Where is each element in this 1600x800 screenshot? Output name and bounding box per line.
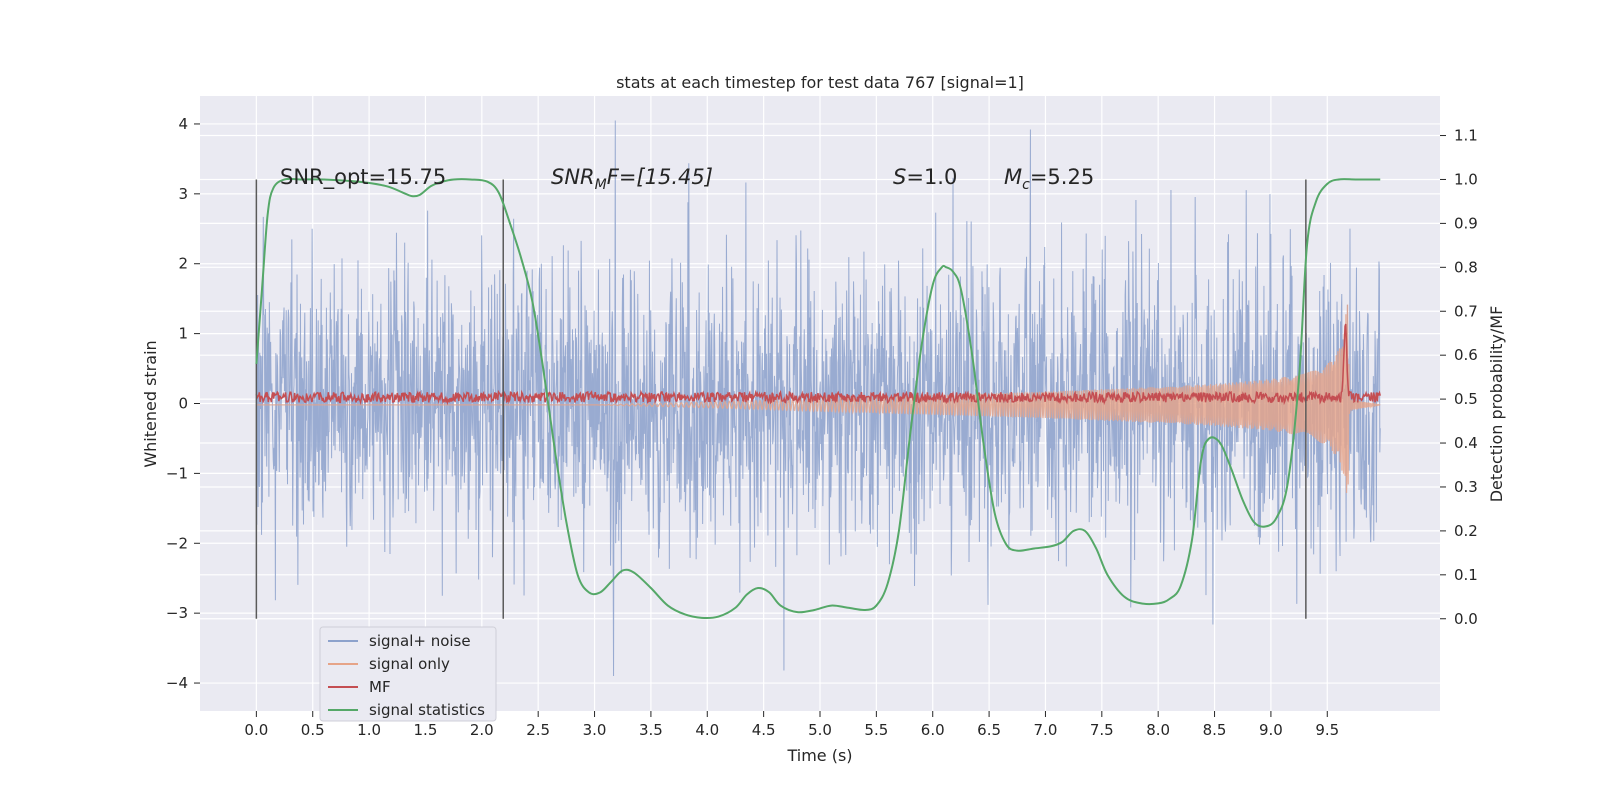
legend-label-signal-noise: signal+ noise bbox=[369, 632, 471, 650]
y2-tick-label: 0.8 bbox=[1454, 258, 1478, 276]
y-tick-label: 3 bbox=[178, 185, 188, 203]
annotation-mc-rest: =5.25 bbox=[1030, 165, 1094, 189]
y-tick-label: −1 bbox=[166, 464, 188, 482]
series-signal-noise bbox=[255, 120, 1381, 677]
annotation-snr-mf-base: SNR bbox=[551, 165, 595, 189]
y2-axis-label: Detection probability/MF bbox=[1487, 306, 1506, 503]
y2-tick-label: 0.7 bbox=[1454, 302, 1478, 320]
annotation-s: S=1.0 bbox=[893, 165, 957, 189]
y2-tick-label: 0.2 bbox=[1454, 522, 1478, 540]
annotation-s-base: S bbox=[893, 165, 906, 189]
x-tick-label: 4.0 bbox=[695, 721, 719, 739]
series-layer bbox=[255, 120, 1381, 677]
x-tick-label: 1.0 bbox=[357, 721, 381, 739]
y-tick-label: −3 bbox=[166, 604, 188, 622]
annotation-mc-sub: c bbox=[1022, 177, 1030, 193]
x-tick-label: 5.5 bbox=[864, 721, 888, 739]
x-tick-label: 8.0 bbox=[1146, 721, 1170, 739]
y2-tick-label: 0.6 bbox=[1454, 346, 1478, 364]
x-tick-label: 9.5 bbox=[1315, 721, 1339, 739]
legend-label-mf: MF bbox=[369, 678, 391, 696]
y2-tick-label: 0.9 bbox=[1454, 214, 1478, 232]
y-tick-label: −2 bbox=[166, 534, 188, 552]
series-signal-statistics bbox=[255, 177, 1381, 620]
x-tick-label: 3.5 bbox=[639, 721, 663, 739]
y2-tick-label: 1.0 bbox=[1454, 170, 1478, 188]
annotation-snr-mf-rest: F=[15.45] bbox=[607, 165, 713, 189]
y2-tick-label: 1.1 bbox=[1454, 127, 1478, 145]
y-tick-label: 0 bbox=[178, 395, 188, 413]
y-tick-label: −4 bbox=[166, 674, 188, 692]
chart-title: stats at each timestep for test data 767… bbox=[616, 73, 1024, 92]
legend: signal+ noise signal only MF signal stat… bbox=[319, 626, 497, 722]
x-tick-label: 4.5 bbox=[752, 721, 776, 739]
y2-tick-label: 0.5 bbox=[1454, 390, 1478, 408]
y2-tick-label: 0.3 bbox=[1454, 478, 1478, 496]
x-tick-label: 7.5 bbox=[1090, 721, 1114, 739]
annotation-snr-mf: SNRMF=[15.45] bbox=[551, 165, 713, 193]
x-axis-label: Time (s) bbox=[786, 746, 852, 765]
annotation-s-rest: =1.0 bbox=[906, 165, 957, 189]
annotation-mc-base: M bbox=[1004, 165, 1022, 189]
y2-tick-label: 0.4 bbox=[1454, 434, 1478, 452]
y-tick-label: 1 bbox=[178, 325, 188, 343]
x-tick-label: 8.5 bbox=[1203, 721, 1227, 739]
x-tick-label: 2.0 bbox=[470, 721, 494, 739]
y-tick-label: 4 bbox=[178, 115, 188, 133]
annotation-snr-mf-sub: M bbox=[595, 177, 607, 193]
annotation-mc: Mc=5.25 bbox=[1004, 165, 1094, 193]
series-signal-only bbox=[256, 304, 1381, 494]
legend-box bbox=[319, 626, 497, 722]
legend-label-signal-statistics: signal statistics bbox=[369, 701, 485, 719]
annotation-snr-opt: SNR_opt=15.75 bbox=[280, 165, 446, 190]
x-tick-label: 7.0 bbox=[1034, 721, 1058, 739]
x-tick-label: 9.0 bbox=[1259, 721, 1283, 739]
x-tick-label: 1.5 bbox=[414, 721, 438, 739]
x-tick-label: 0.0 bbox=[244, 721, 268, 739]
axes-layer: 0.0 0.5 1.0 1.5 2.0 2.5 3.0 3.5 4.0 4.5 5.0 5.5 6.0 6… bbox=[166, 115, 1478, 739]
y-axis-label: Whitened strain bbox=[141, 340, 160, 467]
legend-label-signal-only: signal only bbox=[369, 655, 450, 673]
x-tick-label: 3.0 bbox=[583, 721, 607, 739]
series-mf bbox=[255, 323, 1381, 406]
overlay-layer bbox=[255, 177, 1381, 620]
x-tick-label: 0.5 bbox=[301, 721, 325, 739]
x-tick-label: 5.0 bbox=[808, 721, 832, 739]
x-tick-label: 2.5 bbox=[526, 721, 550, 739]
y-tick-label: 2 bbox=[178, 255, 188, 273]
x-tick-label: 6.5 bbox=[977, 721, 1001, 739]
y2-tick-label: 0.0 bbox=[1454, 610, 1478, 628]
y2-tick-label: 0.1 bbox=[1454, 566, 1478, 584]
x-tick-label: 6.0 bbox=[921, 721, 945, 739]
